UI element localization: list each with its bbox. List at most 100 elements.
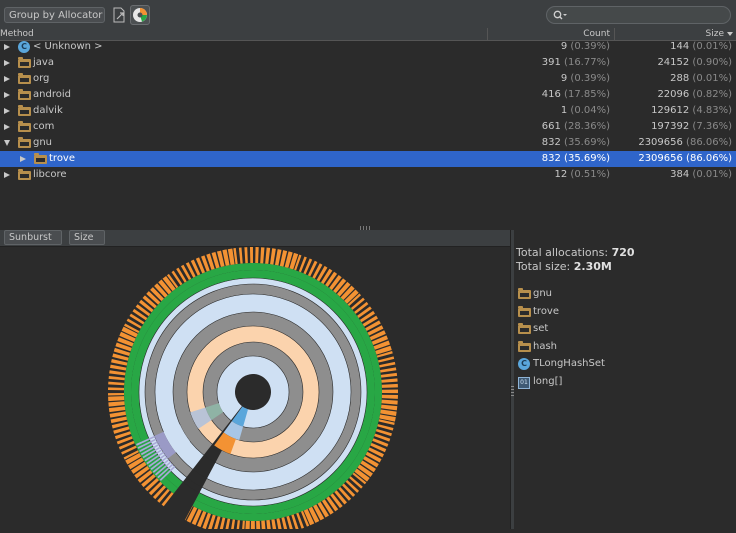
sunburst-leaf-segment[interactable] <box>123 450 139 460</box>
sunburst-leaf-segment[interactable] <box>222 249 230 266</box>
search-input[interactable] <box>546 6 731 24</box>
sunburst-leaf-segment[interactable] <box>125 452 142 465</box>
sunburst-segment-small[interactable] <box>223 421 244 441</box>
sunburst-leaf-segment[interactable] <box>119 331 136 343</box>
sunburst-leaf-segment[interactable] <box>109 411 127 418</box>
sunburst-chart[interactable] <box>0 247 510 533</box>
sunburst-leaf-segment[interactable] <box>378 419 395 426</box>
sunburst-leaf-segment[interactable] <box>342 483 356 497</box>
sunburst-leaf-segment[interactable] <box>249 247 253 264</box>
drag-handle-icon[interactable] <box>511 386 514 398</box>
sunburst-leaf-segment[interactable] <box>317 501 329 518</box>
sunburst-leaf-segment[interactable] <box>357 306 372 318</box>
sunburst-leaf-segment[interactable] <box>157 463 174 479</box>
group-by-dropdown[interactable]: Group by Allocator <box>4 7 105 34</box>
sunburst-leaf-segment[interactable] <box>150 456 168 471</box>
sunburst-leaf-segment[interactable] <box>270 248 276 265</box>
sunburst-leaf-segment[interactable] <box>139 299 154 313</box>
table-row[interactable]: java 391 (16.77%) 24152 (0.90%) <box>0 55 736 71</box>
sunburst-leaf-segment[interactable] <box>359 310 375 323</box>
sunburst-leaf-segment[interactable] <box>108 406 126 413</box>
sunburst-segment-small[interactable] <box>214 432 236 455</box>
sunburst-leaf-segment[interactable] <box>132 308 148 321</box>
sunburst-leaf-segment[interactable] <box>131 461 147 474</box>
sunburst-leaf-segment[interactable] <box>230 519 236 533</box>
sunburst-leaf-segment[interactable] <box>378 356 395 363</box>
sunburst-leaf-segment[interactable] <box>316 265 328 282</box>
sunburst-leaf-segment[interactable] <box>329 274 342 290</box>
sunburst-leaf-segment[interactable] <box>357 464 373 478</box>
sunburst-leaf-segment[interactable] <box>333 278 347 294</box>
sunburst-leaf-segment[interactable] <box>134 466 150 479</box>
sunburst-leaf-segment[interactable] <box>126 318 142 329</box>
sunburst-leaf-segment[interactable] <box>197 510 207 528</box>
sunburst-leaf-segment[interactable] <box>108 393 125 396</box>
chart-type-dropdown[interactable]: Sunburst <box>4 230 62 254</box>
sunburst-leaf-segment[interactable] <box>176 267 187 283</box>
sunburst-leaf-segment[interactable] <box>124 323 140 334</box>
table-row[interactable]: com 661 (28.36%) 197392 (7.36%) <box>0 119 736 135</box>
sunburst-leaf-segment[interactable] <box>360 460 376 473</box>
sunburst-leaf-segment[interactable] <box>191 508 202 526</box>
sunburst-leaf-segment[interactable] <box>291 514 299 531</box>
vertical-splitter[interactable] <box>510 230 515 529</box>
sunburst-leaf-segment[interactable] <box>185 262 196 278</box>
sunburst-leaf-segment[interactable] <box>261 520 266 533</box>
sunburst-leaf-segment[interactable] <box>224 518 231 533</box>
sunburst-leaf-segment[interactable] <box>227 248 235 265</box>
column-header-count[interactable]: Count <box>583 29 610 39</box>
sunburst-leaf-segment[interactable] <box>373 340 391 350</box>
sunburst-leaf-segment[interactable] <box>137 438 157 449</box>
sunburst-leaf-segment[interactable] <box>158 279 172 295</box>
sunburst-leaf-segment[interactable] <box>334 490 347 505</box>
sunburst-leaf-segment[interactable] <box>381 399 398 405</box>
sunburst-leaf-segment[interactable] <box>352 472 367 485</box>
column-divider[interactable] <box>614 28 615 40</box>
sunburst-leaf-segment[interactable] <box>113 426 130 434</box>
sunburst-leaf-segment[interactable] <box>118 440 135 450</box>
sunburst-leaf-segment[interactable] <box>184 505 193 521</box>
sunburst-leaf-segment[interactable] <box>367 325 384 336</box>
sunburst-leaf-segment[interactable] <box>303 258 313 275</box>
sunburst-leaf-segment[interactable] <box>338 486 352 501</box>
sunburst-leaf-segment[interactable] <box>190 259 201 276</box>
sunburst-leaf-segment[interactable] <box>148 481 163 496</box>
sunburst-leaf-segment[interactable] <box>300 510 310 527</box>
sunburst-leaf-segment[interactable] <box>195 257 206 274</box>
sunburst-segment-small[interactable] <box>218 397 239 413</box>
sunburst-leaf-segment[interactable] <box>144 478 159 492</box>
sunburst-leaf-segment[interactable] <box>111 358 128 366</box>
chevron-right-icon[interactable] <box>4 76 10 82</box>
sunburst-leaf-segment[interactable] <box>211 251 220 269</box>
sunburst-leaf-segment[interactable] <box>135 304 151 317</box>
sunburst-segment-small[interactable] <box>190 407 212 429</box>
sunburst-leaf-segment[interactable] <box>152 459 170 473</box>
sunburst-leaf-segment[interactable] <box>117 337 134 347</box>
sunburst-leaf-segment[interactable] <box>148 454 166 468</box>
sunburst-leaf-segment[interactable] <box>370 442 387 453</box>
sunburst-leaf-segment[interactable] <box>271 519 277 533</box>
sunburst-leaf-segment[interactable] <box>340 285 355 301</box>
table-row[interactable]: gnu 832 (35.69%) 2309656 (86.06%) <box>0 135 736 151</box>
sunburst-leaf-segment[interactable] <box>186 506 198 523</box>
chevron-right-icon[interactable] <box>4 172 10 178</box>
sunburst-leaf-segment[interactable] <box>142 295 157 309</box>
sunburst-leaf-segment[interactable] <box>330 493 343 509</box>
sunburst-leaf-segment[interactable] <box>110 364 127 371</box>
sunburst-leaf-segment[interactable] <box>142 446 161 459</box>
sunburst-segment-small[interactable] <box>163 424 190 453</box>
sunburst-leaf-segment[interactable] <box>110 416 128 424</box>
sunburst-chart-area[interactable] <box>0 247 510 533</box>
column-header-method[interactable]: Method <box>0 29 34 39</box>
sunburst-leaf-segment[interactable] <box>236 520 240 533</box>
sunburst-leaf-segment[interactable] <box>345 479 360 493</box>
sunburst-leaf-segment[interactable] <box>344 289 359 304</box>
sunburst-leaf-segment[interactable] <box>286 515 294 533</box>
sunburst-leaf-segment[interactable] <box>379 414 396 422</box>
sunburst-leaf-segment[interactable] <box>326 496 339 512</box>
sunburst-leaf-segment[interactable] <box>303 508 315 526</box>
chevron-right-icon[interactable] <box>4 92 10 98</box>
sunburst-leaf-segment[interactable] <box>207 514 216 531</box>
sunburst-leaf-segment[interactable] <box>354 468 370 482</box>
sunburst-leaf-segment[interactable] <box>307 260 318 277</box>
